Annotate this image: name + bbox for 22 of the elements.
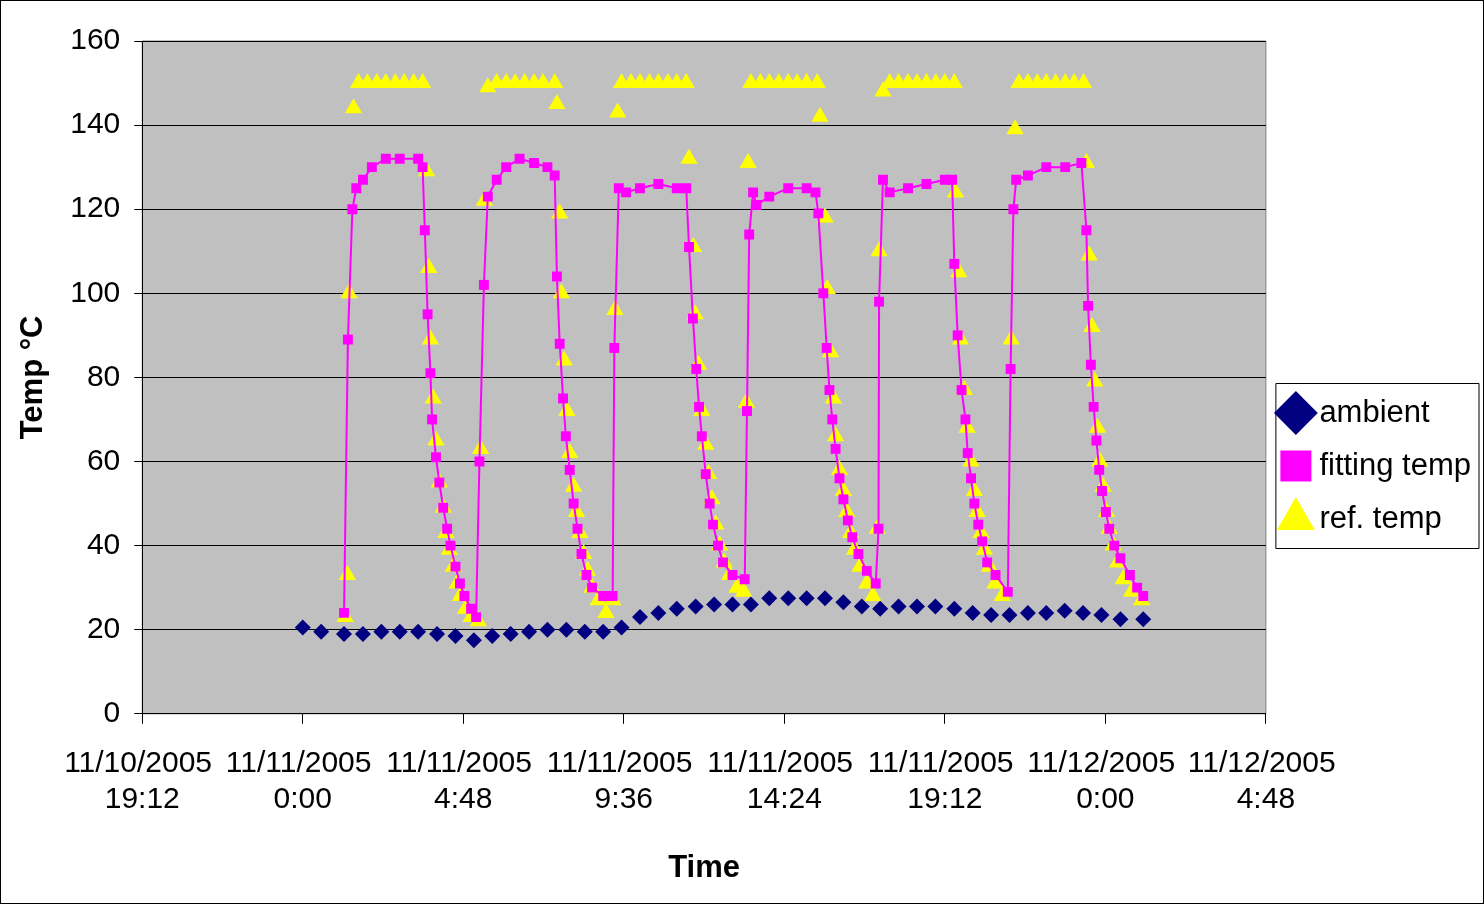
legend-label: ambient (1319, 393, 1431, 429)
y-tick-label: 160 (70, 22, 121, 56)
x-tick-label: 11/10/2005 19:12 (64, 745, 221, 815)
x-tick-label: 11/11/2005 4:48 (386, 745, 541, 815)
y-tick-label: 140 (70, 106, 121, 140)
x-tick-label: 11/11/2005 14:24 (707, 745, 862, 815)
x-axis-title: Time (668, 848, 740, 884)
legend-label: fitting temp (1319, 446, 1471, 482)
x-tick-label: 11/11/2005 9:36 (546, 745, 701, 815)
y-tick-label: 20 (86, 610, 121, 644)
x-tick-label: 11/12/2005 4:48 (1187, 745, 1345, 815)
x-tick-label: 11/11/2005 19:12 (867, 745, 1022, 815)
y-tick-label: 40 (86, 526, 121, 560)
y-tick-label: 60 (86, 442, 121, 476)
y-tick-label: 120 (70, 190, 121, 224)
x-tick-label: 11/11/2005 0:00 (225, 745, 380, 815)
x-tick-label: 11/12/2005 0:00 (1027, 745, 1184, 815)
y-tick-label: 0 (103, 695, 121, 729)
y-axis-title: Temp °C (14, 315, 50, 440)
legend-label: ref. temp (1319, 499, 1442, 535)
y-tick-label: 100 (70, 274, 121, 308)
y-tick-label: 80 (86, 358, 121, 392)
